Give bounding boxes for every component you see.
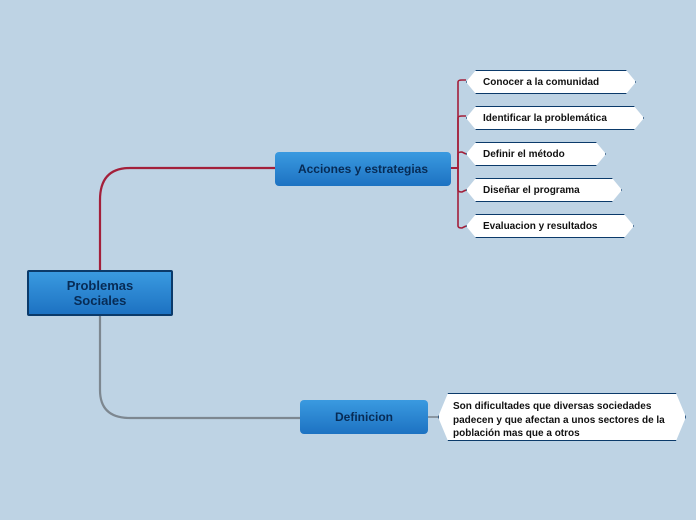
leaf-identificar[interactable]: Identificar la problemática bbox=[466, 106, 644, 130]
leaf-label: Conocer a la comunidad bbox=[483, 77, 599, 88]
leaf-label: Definir el método bbox=[483, 149, 565, 160]
leaf-evaluacion[interactable]: Evaluacion y resultados bbox=[466, 214, 634, 238]
leaf-definir[interactable]: Definir el método bbox=[466, 142, 606, 166]
leaf-label: Identificar la problemática bbox=[483, 113, 607, 124]
root-label: Problemas Sociales bbox=[39, 278, 161, 308]
root-node[interactable]: Problemas Sociales bbox=[27, 270, 173, 316]
branch-definicion[interactable]: Definicion bbox=[300, 400, 428, 434]
leaf-disenar[interactable]: Diseñar el programa bbox=[466, 178, 622, 202]
leaf-conocer[interactable]: Conocer a la comunidad bbox=[466, 70, 636, 94]
leaf-definicion-text[interactable]: Son dificultades que diversas sociedades… bbox=[438, 393, 686, 441]
leaf-label: Evaluacion y resultados bbox=[483, 221, 598, 232]
branch-acciones[interactable]: Acciones y estrategias bbox=[275, 152, 451, 186]
definition-text: Son dificultades que diversas sociedades… bbox=[453, 401, 665, 439]
branch-acciones-label: Acciones y estrategias bbox=[298, 162, 428, 176]
branch-definicion-label: Definicion bbox=[335, 410, 393, 424]
leaf-label: Diseñar el programa bbox=[483, 185, 580, 196]
